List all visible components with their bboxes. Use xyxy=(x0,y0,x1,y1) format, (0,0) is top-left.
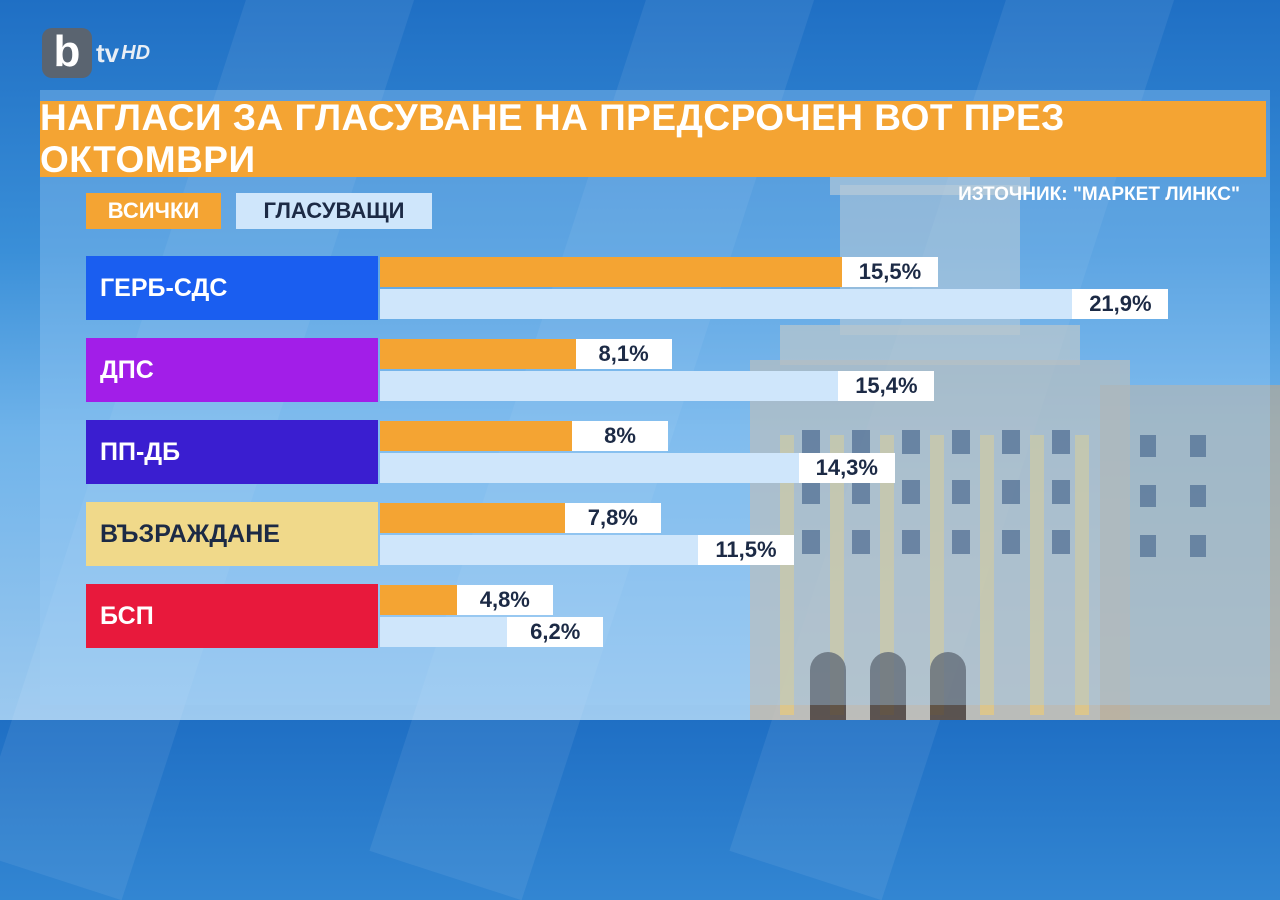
data-label: 8% xyxy=(572,421,668,451)
parliament-building-image xyxy=(750,175,1280,720)
btv-logo-mark: b xyxy=(42,28,92,78)
background xyxy=(750,175,1280,720)
legend-item-voters: ГЛАСУВАЩИ xyxy=(236,193,432,229)
data-label: 7,8% xyxy=(564,503,661,533)
data-label: 15,4% xyxy=(838,371,935,401)
chart-title: НАГЛАСИ ЗА ГЛАСУВАНЕ НА ПРЕДСРОЧЕН ВОТ П… xyxy=(40,97,1266,180)
category-label: ПП-ДБ xyxy=(86,420,378,484)
bar-voters xyxy=(380,289,1169,319)
legend-item-all: ВСИЧКИ xyxy=(86,193,221,229)
source-label: ИЗТОЧНИК: "МАРКЕТ ЛИНКС" xyxy=(958,184,1240,205)
category-label: БСП xyxy=(86,584,378,648)
data-label: 15,5% xyxy=(842,257,938,287)
data-label: 11,5% xyxy=(698,535,794,565)
data-label: 6,2% xyxy=(507,617,604,647)
btv-logo-hd: HD xyxy=(121,41,151,64)
data-label: 14,3% xyxy=(798,453,895,483)
category-label: ВЪЗРАЖДАНЕ xyxy=(86,502,378,566)
btv-logo-tv: tv xyxy=(96,37,120,68)
btv-logo: b tv HD xyxy=(42,28,150,78)
category-label: ДПС xyxy=(86,338,378,402)
data-label: 21,9% xyxy=(1072,289,1169,319)
data-label: 8,1% xyxy=(575,339,672,369)
category-label: ГЕРБ-СДС xyxy=(86,256,378,320)
data-label: 4,8% xyxy=(456,585,553,615)
